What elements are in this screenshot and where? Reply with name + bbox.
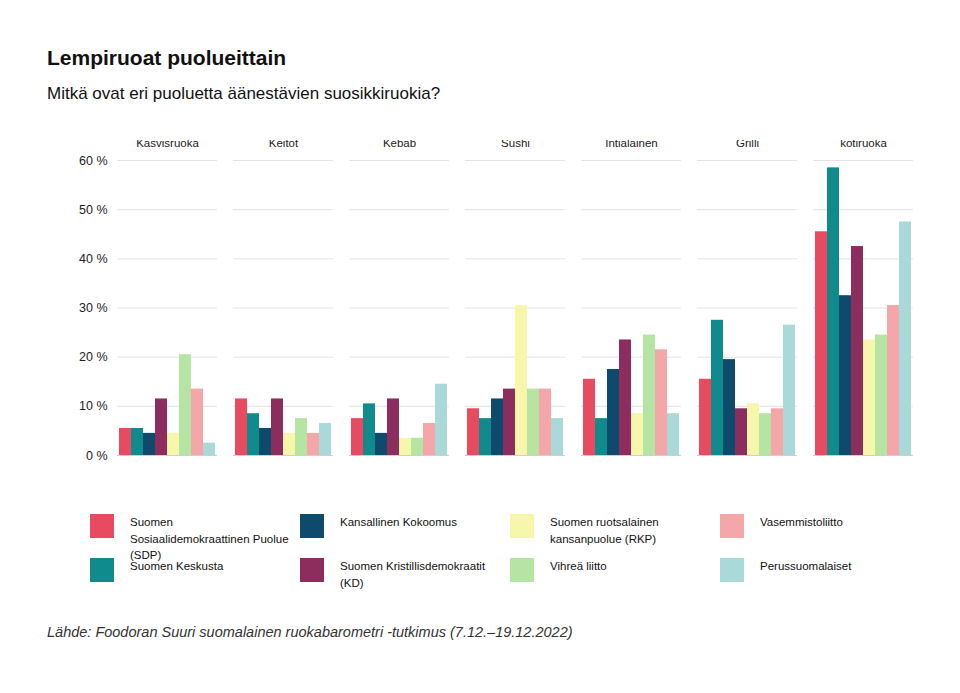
html-text:Suomen ruotsalainen kansanpuol: Suomen ruotsalainen kansanpuolue (RKP) (550, 516, 659, 545)
html-text:Suomen Kristillisdemokraatit (: Suomen Kristillisdemokraatit (KD) (340, 560, 486, 589)
html-text:Suomen Keskusta: Suomen Keskusta (130, 560, 224, 572)
html-text:Vasemmistoliitto: Vasemmistoliitto (760, 516, 843, 528)
svg-text:30 %: 30 % (79, 301, 108, 315)
svg-text:Sushi: Sushi (501, 140, 530, 149)
svg-text:Kebab: Kebab (383, 140, 416, 149)
html-text:Lempiruoat puolueittain: Lempiruoat puolueittain (47, 46, 287, 69)
html-text:Vihreä liitto: Vihreä liitto (550, 560, 607, 572)
html-text:Suomen Sosiaalidemokraattinen: Suomen Sosiaalidemokraattinen Puolue (SD… (130, 516, 289, 562)
svg-text:60 %: 60 % (79, 154, 108, 168)
svg-text:20 %: 20 % (79, 350, 108, 364)
svg-text:40 %: 40 % (79, 252, 108, 266)
svg-text:Suomalainenkotiruoka: Suomalainenkotiruoka (830, 140, 897, 149)
html-text:Mitkä ovat eri puoluetta äänes: Mitkä ovat eri puoluetta äänestävien suo… (47, 84, 441, 103)
svg-text:10 %: 10 % (79, 399, 108, 413)
html-text:Lähde: Foodoran Suuri suomalai: Lähde: Foodoran Suuri suomalainen ruokab… (47, 624, 573, 640)
html-text:Kansallinen Kokoomus: Kansallinen Kokoomus (340, 516, 457, 528)
svg-text:50 %: 50 % (79, 203, 108, 217)
svg-text:0 %: 0 % (86, 449, 108, 463)
svg-text:Grilli: Grilli (736, 140, 759, 149)
svg-text:Kasvisruoka: Kasvisruoka (136, 140, 199, 149)
html-text:Perussuomalaiset: Perussuomalaiset (760, 560, 852, 572)
svg-text:Keitot: Keitot (269, 140, 299, 149)
svg-text:Intialainen: Intialainen (605, 140, 657, 149)
